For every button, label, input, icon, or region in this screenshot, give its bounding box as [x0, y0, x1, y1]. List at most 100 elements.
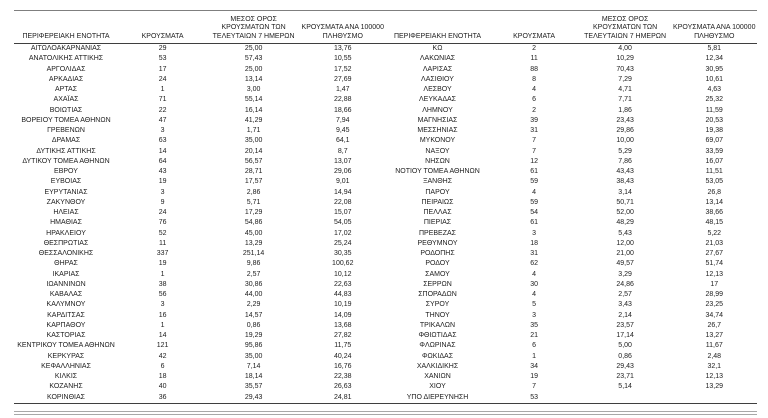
table-row: ΒΟΡΕΙΟΥ ΤΟΜΕΑ ΑΘΗΝΩΝ 47 41,29 7,94	[14, 116, 386, 126]
per100k-cell: 11,51	[705, 168, 723, 175]
avg7-cell: 14,57	[244, 311, 263, 319]
region-cell: ΠΡΕΒΕΖΑΣ	[419, 229, 457, 237]
avg7-cell: 17,29	[244, 209, 263, 216]
avg7-cell: 4,71	[618, 86, 632, 93]
avg7-cell: 2,14	[618, 311, 632, 319]
cases-cell: 3	[160, 188, 165, 196]
avg7-cell: 43,43	[616, 168, 634, 175]
table-row: ΠΕΛΛΑΣ 54 52,00 38,66	[386, 208, 758, 218]
table-row: ΜΕΣΣΗΝΙΑΣ 31 29,86 19,38	[386, 126, 758, 136]
avg7-cell: 3,29	[618, 270, 632, 278]
region-cell: ΚΑΣΤΟΡΙΑΣ	[46, 332, 86, 339]
table-row: ΚΕΦΑΛΛΗΝΙΑΣ 6 7,14 16,76	[14, 362, 386, 372]
per100k-header-line: ΠΛΗΘΥΣΜΟ	[322, 33, 363, 41]
table-row: ΚΕΡΚΥΡΑΣ 42 35,00 40,24	[14, 352, 386, 362]
table-row: ΙΩΑΝΝΙΝΩΝ 38 30,86 22,63	[14, 280, 386, 290]
column-header-per100k: ΚΡΟΥΣΜΑΤΑ ΑΝΑ 100000 ΠΛΗΘΥΣΜΟ	[672, 24, 757, 42]
region-cell: ΣΑΜΟΥ	[425, 270, 450, 278]
per100k-cell: 17	[710, 280, 719, 288]
per100k-cell: 2,48	[707, 352, 722, 360]
avg7-cell: 35,57	[244, 383, 263, 391]
cases-cell: 24	[158, 75, 167, 83]
cases-cell: 3	[160, 301, 165, 309]
avg7-cell: 9,86	[246, 260, 261, 268]
table-row: ΘΕΣΠΡΩΤΙΑΣ 11 13,29 25,24	[14, 239, 386, 249]
per100k-cell: 27,69	[334, 75, 352, 83]
region-cell: ΚΕΡΚΥΡΑΣ	[47, 352, 85, 360]
per100k-cell: 20,53	[705, 116, 724, 124]
region-cell: ΒΟΙΩΤΙΑΣ	[49, 106, 83, 114]
table-row: ΑΡΤΑΣ 1 3,00 1,47	[14, 85, 386, 95]
avg7-cell: 29,86	[616, 127, 634, 134]
per100k-cell: 27,67	[705, 250, 724, 257]
table-row: ΡΟΔΟΠΗΣ 31 21,00 27,67	[386, 249, 758, 259]
per100k-cell: 25,32	[705, 96, 724, 104]
avg7-cell: 12,00	[616, 239, 634, 247]
per100k-cell: 11,67	[705, 342, 723, 350]
avg7-cell: 5,43	[618, 229, 632, 237]
per100k-cell: 5,81	[707, 45, 722, 52]
cases-cell: 56	[158, 291, 167, 298]
avg7-cell: 45,00	[244, 229, 263, 237]
cases-cell: 2	[532, 106, 537, 114]
avg7-cell: 7,14	[246, 362, 261, 370]
per100k-cell: 16,07	[705, 157, 724, 165]
region-cell: ΣΕΡΡΩΝ	[423, 280, 452, 288]
table-row: ΦΩΚΙΔΑΣ 1 0,86 2,48	[386, 352, 758, 362]
table-row: ΛΑΡΙΣΑΣ 88 70,43 30,95	[386, 65, 758, 75]
cases-cell: 53	[158, 55, 167, 63]
table-row: ΣΥΡΟΥ 5 3,43 23,25	[386, 300, 758, 310]
region-cell: ΝΑΞΟΥ	[425, 147, 450, 155]
bottom-rule-line	[14, 414, 757, 415]
column-header-avg7: ΜΕΣΟΣ ΟΡΟΣ ΚΡΟΥΣΜΑΤΩΝ ΤΩΝ ΤΕΛΕΥΤΑΙΩΝ 7 Η…	[579, 16, 672, 42]
table-row: ΝΗΣΩΝ 12 7,86 16,07	[386, 157, 758, 167]
per100k-cell: 27,82	[334, 332, 352, 339]
avg7-header-line: ΜΕΣΟΣ ΟΡΟΣ	[230, 15, 277, 23]
per100k-cell: 33,59	[705, 147, 724, 155]
per100k-cell: 54,05	[334, 219, 352, 227]
per100k-cell: 34,74	[705, 311, 724, 319]
table-row: ΤΡΙΚΑΛΩΝ 35 23,57 26,7	[386, 321, 758, 331]
per100k-cell: 11,59	[705, 106, 723, 114]
cases-cell: 38	[158, 280, 167, 288]
avg7-cell: 16,14	[244, 106, 263, 114]
table-row: ΕΥΒΟΙΑΣ 19 17,57 9,01	[14, 177, 386, 187]
cases-cell: 19	[530, 373, 538, 380]
avg7-cell: 25,00	[244, 65, 263, 73]
cases-cell: 36	[158, 393, 167, 401]
region-cell: ΚΩ	[432, 45, 443, 52]
cases-cell: 337	[156, 250, 169, 257]
table-row: ΕΒΡΟΥ 43 28,71 29,06	[14, 167, 386, 177]
per100k-cell: 18,66	[334, 106, 352, 114]
per100k-cell: 22,63	[334, 280, 352, 288]
region-cell: ΠΕΙΡΑΙΩΣ	[421, 198, 454, 206]
avg7-cell: 2,57	[618, 291, 632, 298]
cases-cell: 3	[532, 311, 537, 319]
avg7-cell: 0,86	[618, 352, 632, 360]
per100k-cell: 51,74	[705, 260, 724, 268]
region-cell: ΦΩΚΙΔΑΣ	[421, 352, 454, 360]
avg7-cell: 18,14	[244, 373, 263, 380]
per100k-cell: 53,05	[705, 178, 724, 186]
avg7-cell: 2,29	[246, 301, 261, 309]
table-row: ΡΟΔΟΥ 62 49,57 51,74	[386, 259, 758, 269]
per100k-cell: 14,94	[334, 188, 352, 196]
cases-cell: 18	[158, 373, 167, 380]
avg7-cell: 251,14	[242, 250, 265, 257]
region-cell: ΑΙΤΩΛΟΑΚΑΡΝΑΝΙΑΣ	[30, 45, 102, 52]
per100k-cell: 19,38	[705, 127, 724, 134]
region-cell: ΛΑΡΙΣΑΣ	[422, 65, 453, 73]
per100k-cell: 26,63	[334, 383, 352, 391]
avg7-cell: 2,57	[246, 270, 261, 278]
column-header-cases-label: ΚΡΟΥΣΜΑΤΑ	[513, 33, 556, 41]
avg7-cell: 52,00	[616, 209, 634, 216]
region-cell: ΚΑΡΔΙΤΣΑΣ	[47, 311, 85, 319]
column-header-cases-label: ΚΡΟΥΣΜΑΤΑ	[141, 33, 184, 41]
avg7-cell: 41,29	[244, 116, 263, 124]
table-row: ΜΑΓΝΗΣΙΑΣ 39 23,43 20,53	[386, 116, 758, 126]
avg7-header-line: ΜΕΣΟΣ ΟΡΟΣ	[601, 15, 649, 23]
cases-cell: 63	[158, 137, 167, 145]
avg7-cell: 38,43	[616, 178, 634, 186]
table-row: ΛΑΚΩΝΙΑΣ 11 10,29 12,34	[386, 54, 758, 64]
table-row: ΗΜΑΘΙΑΣ 76 54,86 54,05	[14, 218, 386, 228]
